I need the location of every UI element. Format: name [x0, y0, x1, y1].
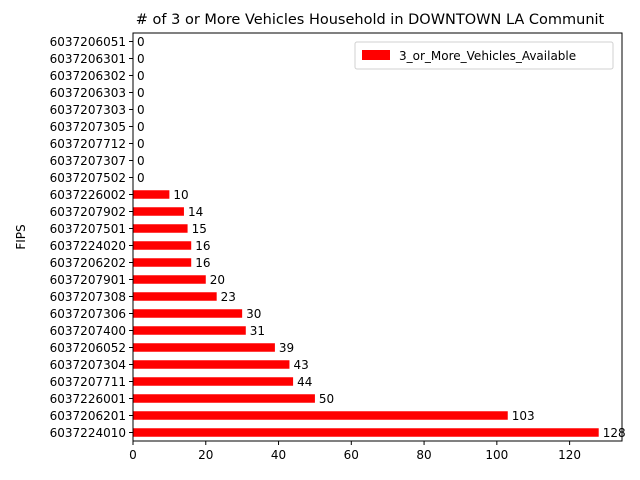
bar [133, 411, 508, 420]
chart-title: # of 3 or More Vehicles Household in DOW… [136, 12, 605, 28]
data-label: 31 [250, 324, 265, 338]
bar [133, 207, 184, 216]
y-tick-label: 6037224020 [50, 239, 126, 253]
y-tick-label: 6037206052 [50, 341, 126, 355]
data-label: 50 [319, 392, 334, 406]
bar [133, 394, 315, 403]
y-tick-label: 6037207712 [50, 137, 126, 151]
y-tick-label: 6037206202 [50, 256, 126, 270]
data-label: 0 [137, 103, 145, 117]
data-label: 128 [603, 426, 626, 440]
y-tick-label: 6037207303 [50, 103, 126, 117]
y-tick-label: 6037207307 [50, 154, 126, 168]
legend: 3_or_More_Vehicles_Available [354, 41, 614, 70]
y-tick-label: 6037207502 [50, 171, 126, 185]
data-label: 16 [195, 239, 210, 253]
y-tick-label: 6037206302 [50, 69, 126, 83]
bar [133, 258, 192, 267]
data-label: 0 [137, 86, 145, 100]
bar [133, 309, 243, 318]
x-tick-label: 40 [271, 448, 286, 462]
y-tick-label: 6037207501 [50, 222, 126, 236]
y-tick-label: 6037207305 [50, 120, 126, 134]
data-label: 16 [195, 256, 210, 270]
bar [133, 190, 170, 199]
data-label: 43 [293, 358, 308, 372]
x-tick-label: 0 [129, 448, 137, 462]
x-tick-label: 60 [344, 448, 359, 462]
data-label: 39 [279, 341, 294, 355]
bar [133, 360, 290, 369]
data-label: 10 [173, 188, 188, 202]
bar [133, 224, 188, 233]
data-label: 0 [137, 137, 145, 151]
data-label: 0 [137, 120, 145, 134]
y-tick-label: 6037206051 [50, 35, 126, 49]
bar [133, 275, 206, 284]
legend-swatch [362, 50, 390, 60]
legend-frame [354, 41, 614, 70]
data-label: 0 [137, 69, 145, 83]
x-tick-label: 120 [558, 448, 581, 462]
data-label: 0 [137, 35, 145, 49]
y-tick-label: 6037207304 [50, 358, 126, 372]
y-tick-label: 6037207711 [50, 375, 126, 389]
legend-label: 3_or_More_Vehicles_Available [399, 49, 576, 63]
x-tick-label: 100 [485, 448, 508, 462]
bar [133, 292, 217, 301]
data-label: 0 [137, 52, 145, 66]
x-tick-label: 80 [416, 448, 431, 462]
data-label: 103 [512, 409, 535, 423]
y-tick-label: 6037207306 [50, 307, 126, 321]
y-tick-label: 6037207400 [50, 324, 126, 338]
y-tick-label: 6037207902 [50, 205, 126, 219]
y-tick-label: 6037206301 [50, 52, 126, 66]
data-label: 0 [137, 154, 145, 168]
data-label: 20 [210, 273, 225, 287]
y-tick-label: 6037226001 [50, 392, 126, 406]
data-label: 14 [188, 205, 203, 219]
bar [133, 428, 599, 437]
x-tick-label: 20 [198, 448, 213, 462]
y-tick-label: 6037206201 [50, 409, 126, 423]
axes-frame [132, 32, 623, 442]
y-tick-label: 6037207901 [50, 273, 126, 287]
data-label: 30 [246, 307, 261, 321]
y-tick-label: 6037207308 [50, 290, 126, 304]
y-tick-label: 6037224010 [50, 426, 126, 440]
y-axis-label: FIPS [14, 224, 28, 249]
y-tick-label: 6037206303 [50, 86, 126, 100]
y-tick-label: 6037226002 [50, 188, 126, 202]
data-label: 23 [221, 290, 236, 304]
bar [133, 326, 246, 335]
plot-area: 6037224010 128 6037206201 103 6037226001 50 60… [50, 32, 626, 462]
data-label: 0 [137, 171, 145, 185]
bar [133, 377, 294, 386]
bar [133, 343, 275, 352]
bar [133, 241, 192, 250]
data-label: 44 [297, 375, 312, 389]
data-label: 15 [192, 222, 207, 236]
